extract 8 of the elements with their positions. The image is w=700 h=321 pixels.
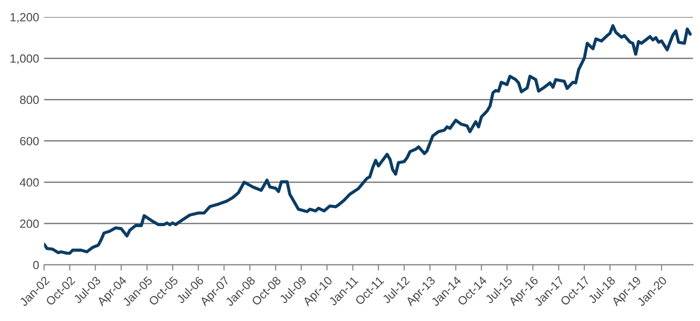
line-series <box>44 24 692 255</box>
y-tick-label: 0 <box>33 260 39 270</box>
y-tick-label: 200 <box>20 220 39 228</box>
y-tick-label: 600 <box>20 136 39 146</box>
y-tick-label: 1,200 <box>10 13 39 23</box>
y-tick-label: 1,000 <box>10 54 39 64</box>
y-tick-label: 400 <box>20 178 39 187</box>
y-tick-label: 800 <box>20 96 39 104</box>
